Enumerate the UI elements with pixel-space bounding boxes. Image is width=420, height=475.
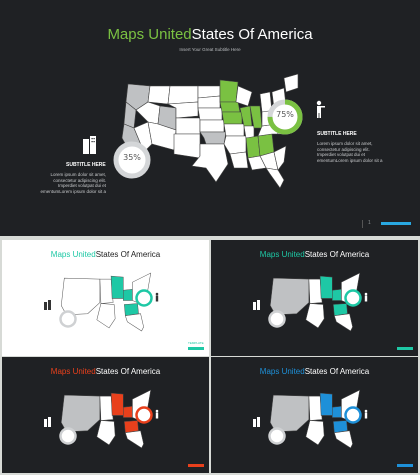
title-accent: Maps United: [107, 26, 192, 43]
building-icon: [253, 300, 260, 310]
building-icon: [83, 136, 96, 154]
person-icon: [364, 409, 368, 419]
person-icon: [155, 292, 159, 302]
thumbnail-slide-2[interactable]: Maps UnitedStates Of America: [211, 240, 418, 356]
usa-map: [121, 73, 299, 189]
thumbnail-slide-4[interactable]: Maps UnitedStates Of America: [211, 357, 418, 473]
main-slide[interactable]: Maps UnitedStates Of America Insert Your…: [0, 0, 420, 236]
footer-accent-bar: [397, 464, 413, 467]
thumb-title: Maps UnitedStates Of America: [211, 250, 418, 259]
thumb-title-accent: Maps United: [50, 367, 96, 376]
percent-ring-thumb: [344, 406, 362, 424]
right-subhead: SUBTITLE HERE: [317, 131, 357, 137]
percent-ring-thumb: [344, 289, 362, 307]
thumbnail-slide-1[interactable]: Maps UnitedStates Of America TEMPLATE: [2, 240, 209, 356]
person-icon: [364, 292, 368, 302]
thumb-title-accent: Maps United: [259, 367, 305, 376]
thumb-title: Maps UnitedStates Of America: [2, 367, 209, 376]
percent-ring-thumb-left: [59, 310, 77, 328]
percent-ring-thumb: [135, 289, 153, 307]
thumbnail-slide-3[interactable]: Maps UnitedStates Of America: [2, 357, 209, 473]
template-badge: TEMPLATE: [188, 341, 204, 345]
thumb-title-rest: States Of America: [304, 250, 370, 259]
percent-value-right: 75%: [276, 110, 294, 119]
person-icon: [316, 100, 325, 118]
left-body-text: Lorem ipsum dolor sit amet, consectetur …: [40, 172, 106, 194]
thumb-title-accent: Maps United: [259, 250, 305, 259]
thumb-title-accent: Maps United: [50, 250, 96, 259]
percent-ring-75: [267, 99, 303, 135]
footer-divider: [362, 220, 363, 228]
percent-ring-thumb-left: [268, 427, 286, 445]
percent-ring-thumb-left: [268, 310, 286, 328]
thumb-title-rest: States Of America: [95, 250, 161, 259]
right-body-text: Lorem ipsum dolor sit amet, consectetur …: [317, 141, 383, 163]
slide-title: Maps UnitedStates Of America: [0, 26, 420, 43]
thumb-title-rest: States Of America: [95, 367, 161, 376]
footer-accent-bar: [397, 347, 413, 350]
usa-map-thumb: [269, 389, 361, 449]
slide-subtitle: Insert Your Great Subtitle Here: [179, 47, 241, 52]
footer-accent-bar: [381, 222, 411, 225]
thumb-title: Maps UnitedStates Of America: [211, 367, 418, 376]
percent-ring-35: [113, 141, 151, 179]
building-icon: [44, 300, 51, 310]
usa-map-thumb: [60, 272, 152, 332]
thumb-title: Maps UnitedStates Of America: [2, 250, 209, 259]
percent-ring-thumb-left: [59, 427, 77, 445]
building-icon: [253, 417, 260, 427]
title-rest: States Of America: [191, 26, 313, 43]
percent-value-left: 35%: [123, 153, 141, 162]
building-icon: [44, 417, 51, 427]
percent-ring-thumb: [135, 406, 153, 424]
thumb-title-rest: States Of America: [304, 367, 370, 376]
page-number: 1: [368, 220, 371, 226]
person-icon: [155, 409, 159, 419]
usa-map-thumb: [269, 272, 361, 332]
footer-accent-bar: [188, 347, 204, 350]
left-subhead: SUBTITLE HERE: [66, 162, 106, 168]
footer-accent-bar: [188, 464, 204, 467]
